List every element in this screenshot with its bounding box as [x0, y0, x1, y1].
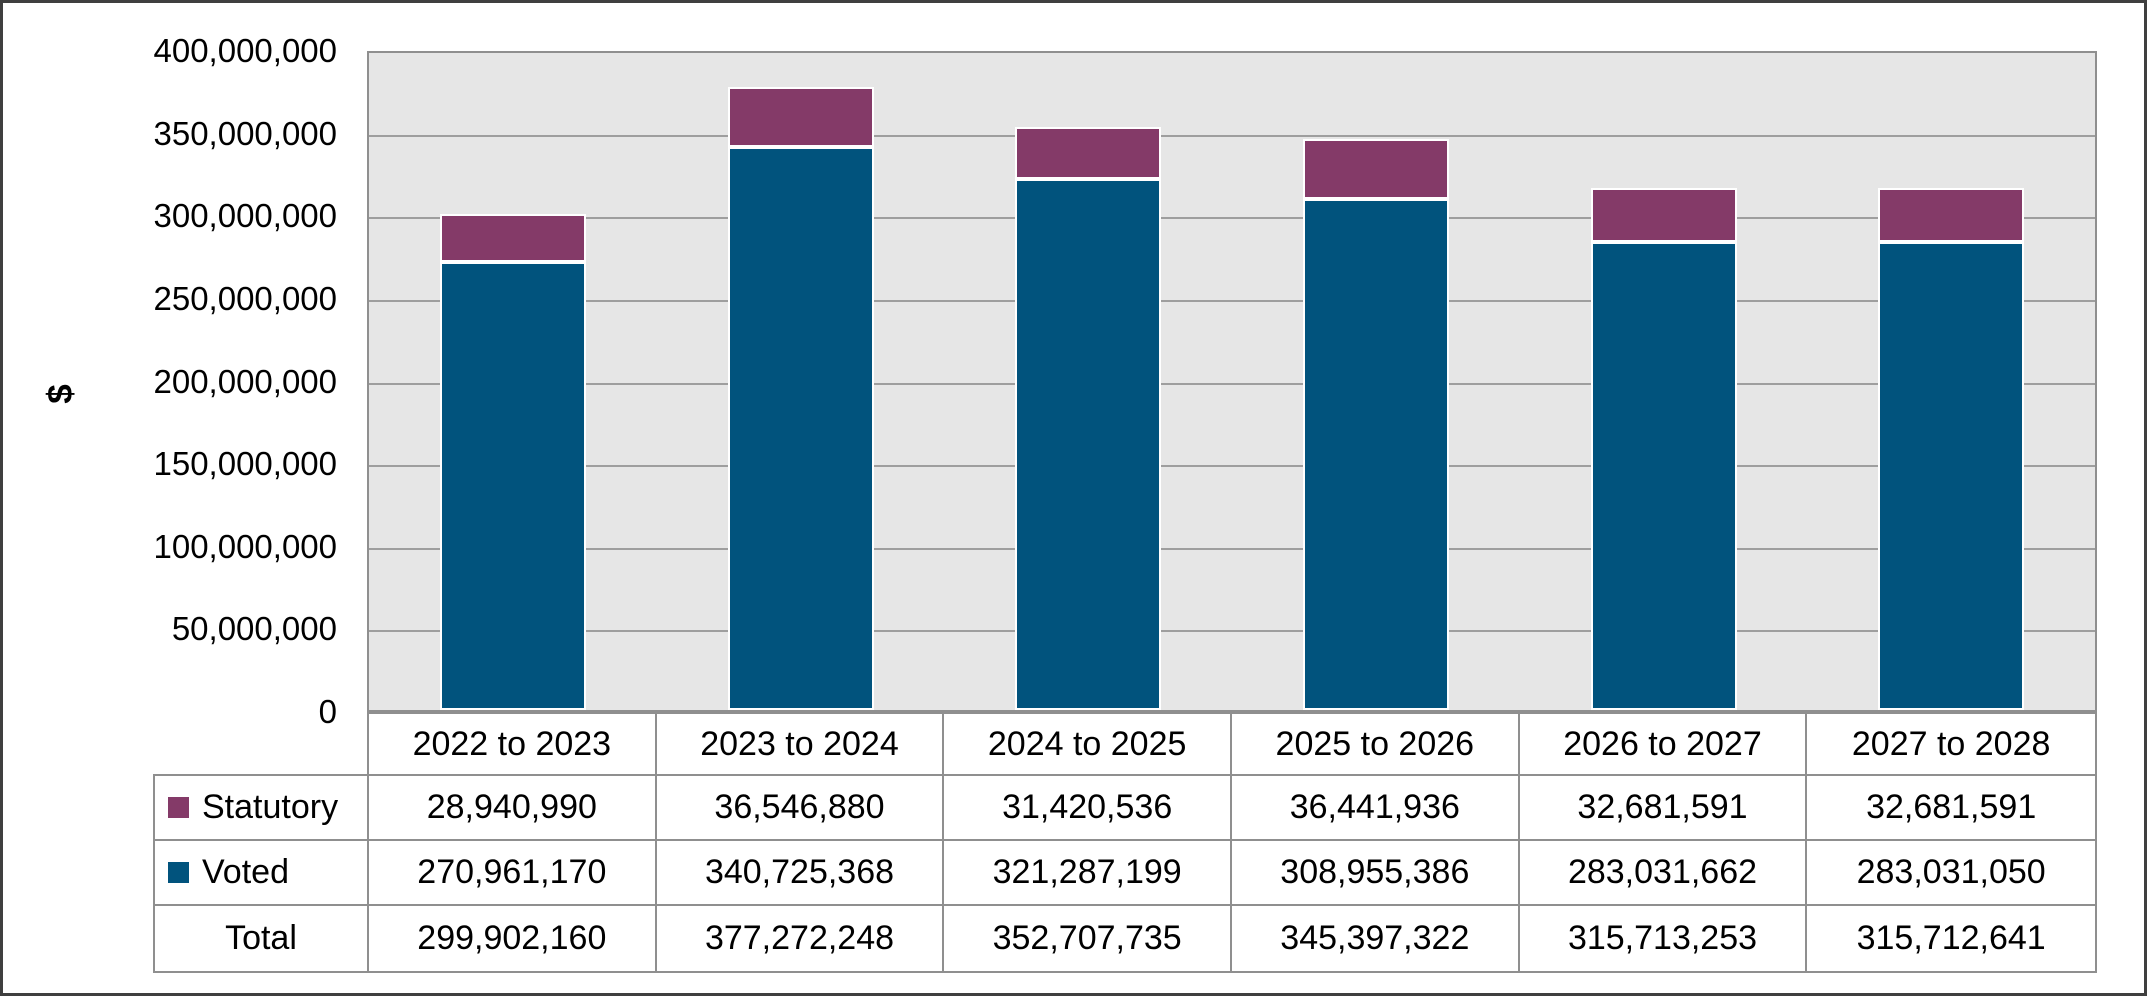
category-label: 2026 to 2027: [1520, 714, 1808, 774]
category-label: 2022 to 2023: [369, 714, 657, 774]
y-tick-label: 0: [318, 693, 337, 730]
category-label: 2023 to 2024: [657, 714, 945, 774]
legend-cell-total: Total: [155, 906, 369, 971]
legend-cell-voted: Voted: [155, 841, 369, 906]
category-label: 2025 to 2026: [1232, 714, 1520, 774]
bar-segment-voted: [1302, 199, 1449, 710]
gridline: [369, 299, 2095, 302]
bars-container: [369, 53, 2095, 710]
y-tick-label: 100,000,000: [153, 527, 337, 565]
bar-2022-to-2023: [369, 53, 657, 710]
y-tick-label: 50,000,000: [171, 610, 337, 648]
plot-area: [367, 51, 2097, 712]
y-tick-label: 150,000,000: [153, 445, 337, 483]
value-cell: 36,546,880: [656, 776, 945, 841]
bar-segment-voted: [727, 147, 874, 710]
value-cell: 32,681,591: [1807, 776, 2095, 841]
voted-swatch-icon: [168, 862, 189, 883]
bar-segment-statutory: [439, 214, 586, 262]
bar-segment-voted: [1015, 179, 1162, 710]
category-label: 2027 to 2028: [1851, 724, 2051, 763]
bar-2025-to-2026: [1232, 53, 1520, 710]
bar-2026-to-2027: [1520, 53, 1808, 710]
bar-segment-voted: [439, 262, 586, 710]
gridline: [369, 465, 2095, 468]
y-tick-label: 300,000,000: [153, 197, 337, 235]
value-cell: 36,441,936: [1231, 776, 1520, 841]
bar-2024-to-2025: [944, 53, 1232, 710]
bar-segment-statutory: [1878, 188, 2025, 242]
value-cell: 299,902,160: [369, 906, 657, 971]
category-label: 2024 to 2025: [944, 714, 1232, 774]
y-tick-label: 350,000,000: [153, 114, 337, 152]
value-cell: 352,707,735: [944, 906, 1232, 971]
bar-segment-statutory: [1302, 139, 1449, 199]
category-header-row: 2022 to 2023 2023 to 2024 2024 to 2025 2025…: [367, 712, 2097, 776]
value-cell: 315,712,641: [1856, 919, 2046, 957]
gridline: [369, 217, 2095, 220]
value-cell: 321,287,199: [944, 841, 1232, 906]
bar-2023-to-2024: [657, 53, 945, 710]
gridline: [369, 382, 2095, 385]
value-cell: 340,725,368: [656, 841, 945, 906]
gridline: [369, 630, 2095, 633]
bar-segment-statutory: [1015, 127, 1162, 179]
bar-2027-to-2028: [1807, 53, 2095, 710]
bar-segment-voted: [1878, 242, 2025, 710]
legend-label: Statutory: [202, 788, 339, 826]
value-cell: 270,961,170: [369, 841, 657, 906]
y-tick-label: 400,000,000: [153, 32, 337, 69]
legend-cell-statutory: Statutory: [155, 776, 369, 841]
bar-segment-voted: [1590, 242, 1737, 710]
data-table: Statutory 28,940,990 36,546,880 31,420,536 3…: [153, 774, 2097, 973]
bar-segment-statutory: [1590, 188, 1737, 242]
value-cell: 377,272,248: [657, 906, 945, 971]
value-cell: 308,955,386: [1231, 841, 1520, 906]
legend-label: Voted: [202, 853, 289, 891]
gridline: [369, 547, 2095, 550]
value-cell: 283,031,662: [1519, 841, 1808, 906]
value-cell: 283,031,050: [1807, 841, 2095, 906]
value-cell: 32,681,591: [1519, 776, 1808, 841]
statutory-swatch-icon: [168, 797, 189, 818]
value-cell: 28,940,990: [369, 776, 657, 841]
gridline: [369, 134, 2095, 137]
y-tick-label: 250,000,000: [153, 279, 337, 317]
value-cell: 345,397,322: [1232, 906, 1520, 971]
value-cell: 31,420,536: [944, 776, 1232, 841]
value-cell: 315,713,253: [1520, 906, 1808, 971]
legend-label: Total: [225, 919, 297, 957]
bar-segment-statutory: [727, 87, 874, 147]
y-tick-label: 200,000,000: [153, 362, 337, 400]
